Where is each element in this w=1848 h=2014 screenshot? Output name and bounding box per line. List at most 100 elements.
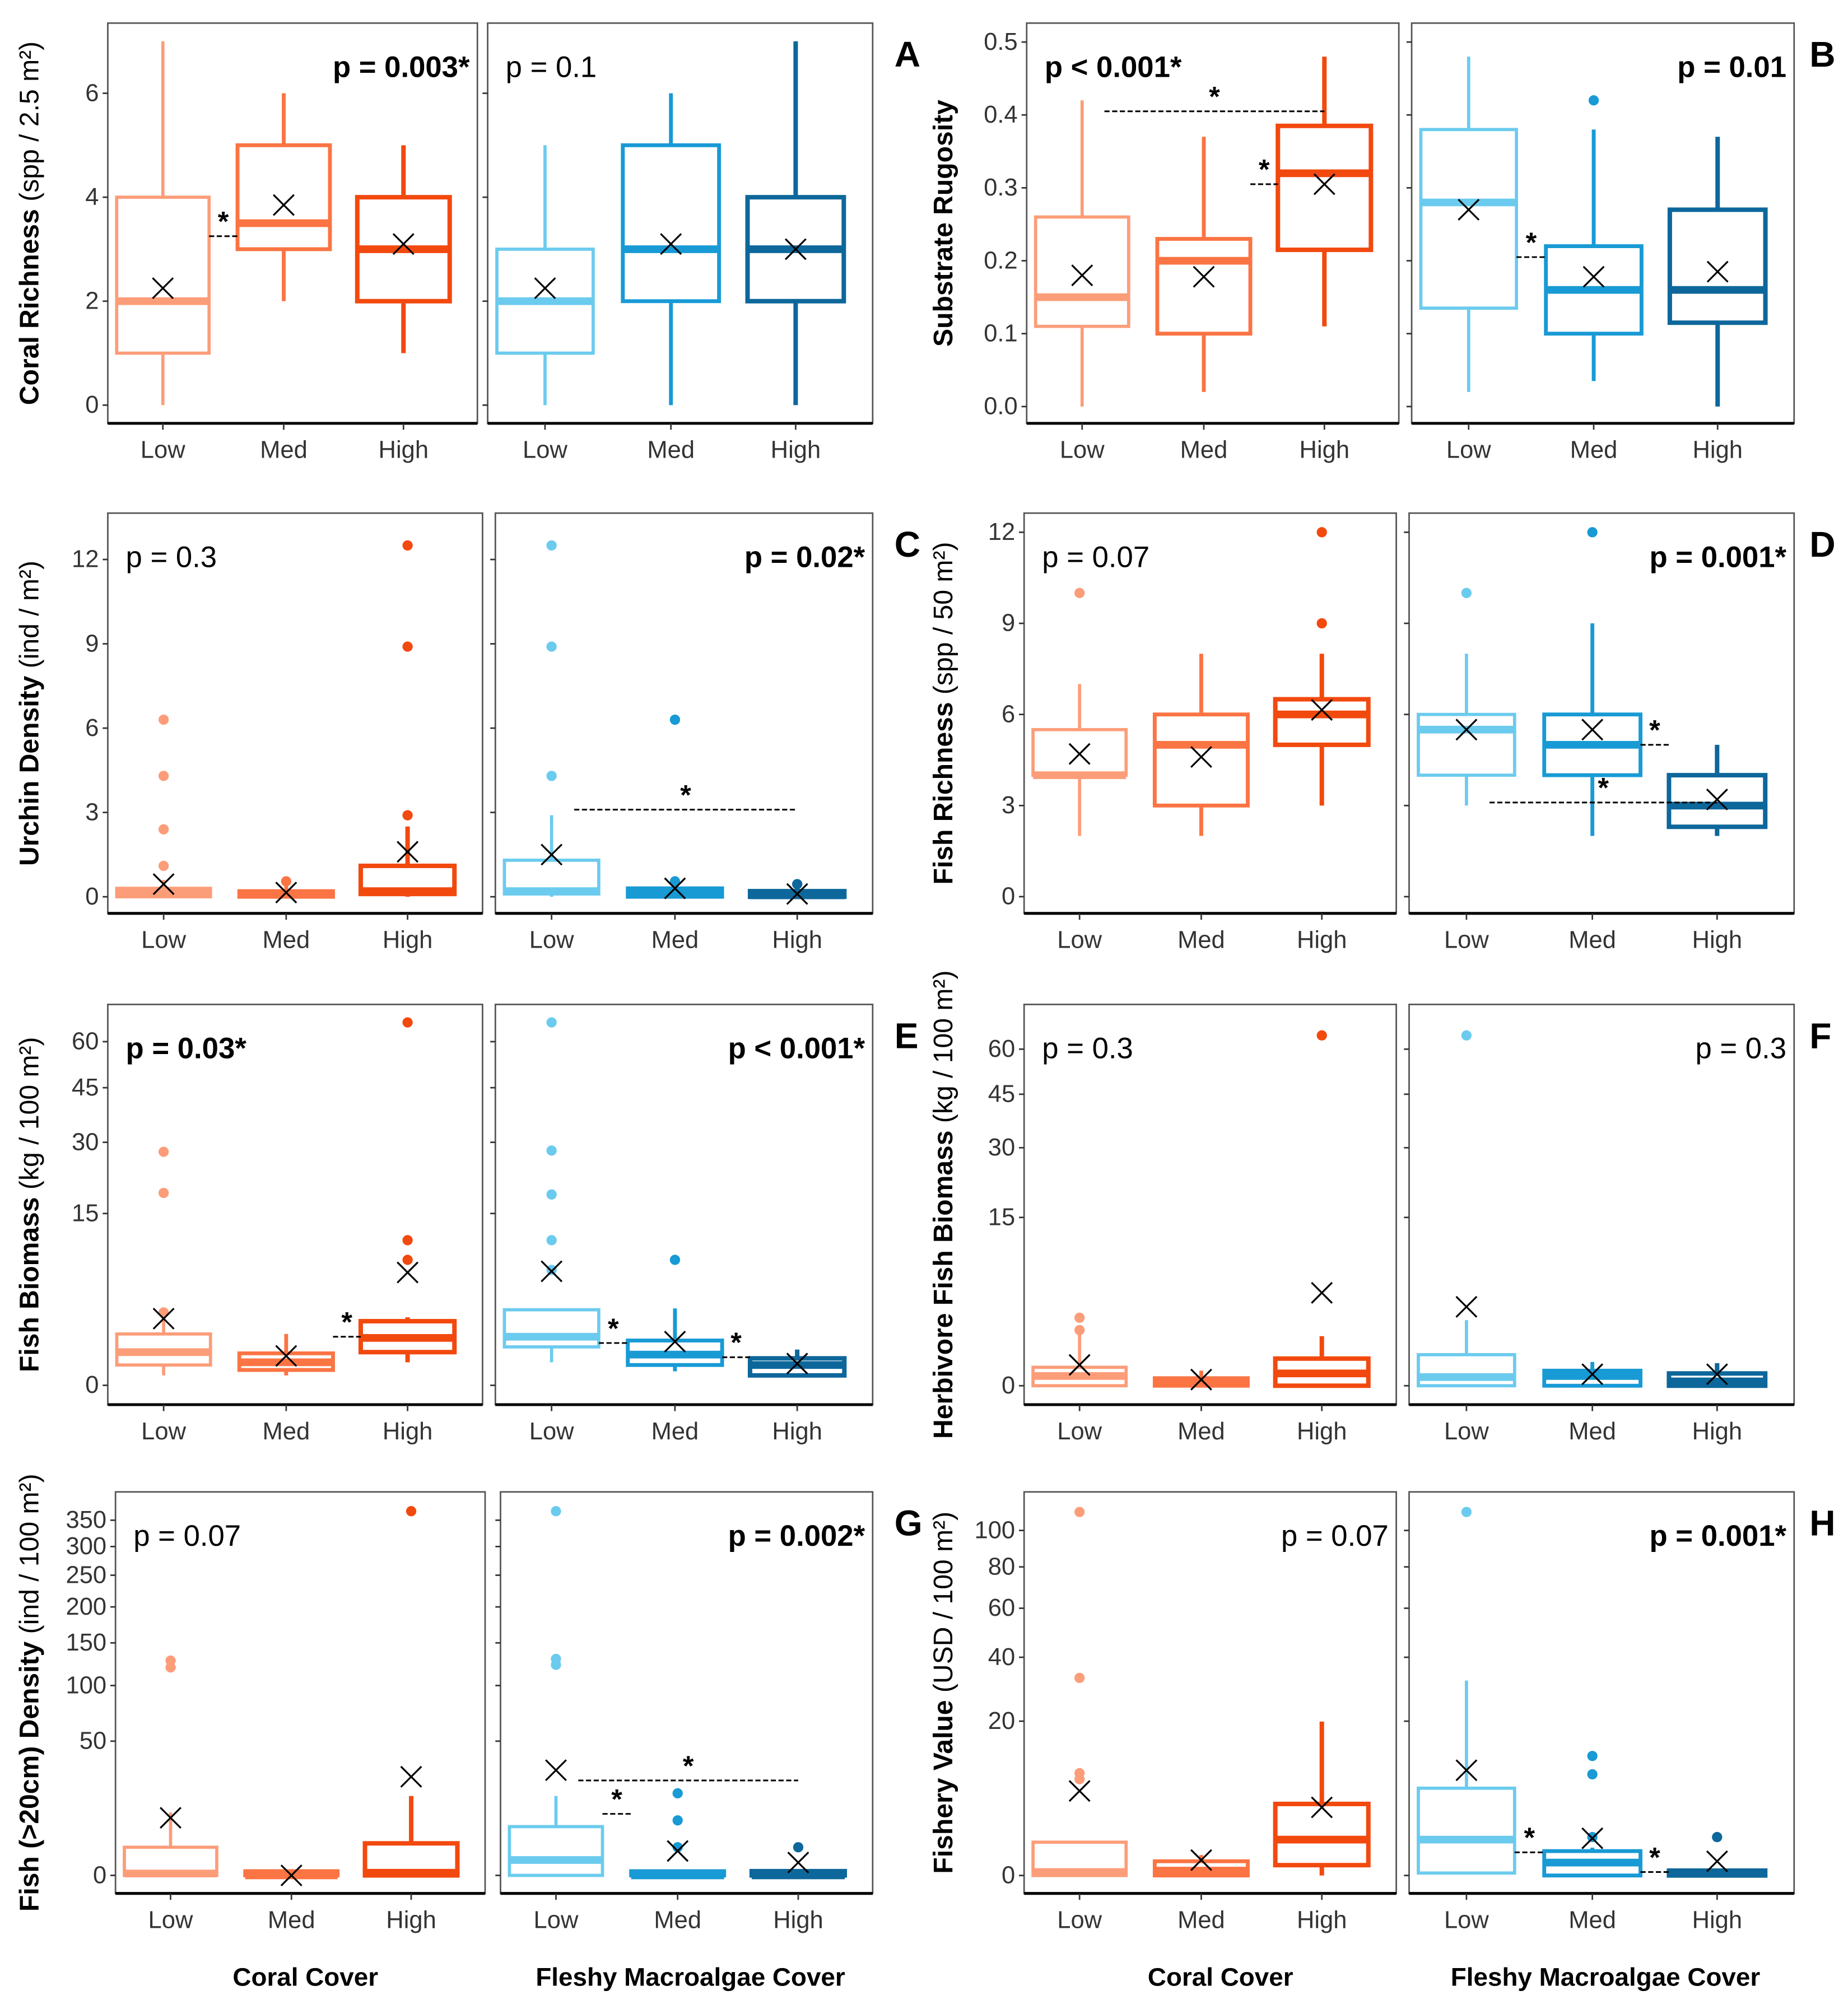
x-tick-label-med: Med <box>651 1418 699 1445</box>
x-tick-label-high: High <box>1692 437 1743 464</box>
x-title-macroalgae-right: Fleshy Macroalgae Cover <box>1451 1963 1761 1992</box>
facet-macroalgae: Low Med High * * p = 0.002* <box>495 1491 874 1934</box>
panel-D: Fish Richness (spp / 50 m²) D 0 3 6 9 12 Low Med… <box>928 512 1836 954</box>
panel-letter: E <box>895 1015 919 1056</box>
significance-star: * <box>611 1783 622 1815</box>
outlier-point <box>672 1815 683 1826</box>
significance-star: * <box>1209 81 1220 113</box>
box-med <box>1152 654 1250 836</box>
facet-coral: 0 3 6 9 12 Low Med High p = 0.07 <box>988 512 1397 954</box>
panel-B: Substrate Rugosity B 0.0 0.1 0.2 0.3 0.4 0.5 Low… <box>928 22 1836 464</box>
y-tick-label: 3 <box>1002 792 1015 819</box>
box-med <box>1152 1849 1250 1878</box>
box-low <box>1034 100 1130 407</box>
facet-macroalgae: Low Med High p = 0.1 <box>482 22 874 464</box>
box-iqr <box>235 143 332 251</box>
box-high <box>358 540 457 897</box>
x-tick-label-high: High <box>771 437 821 464</box>
facet-frame <box>114 1491 486 1895</box>
x-tick-label-low: Low <box>141 1418 186 1445</box>
outlier-point <box>1461 1507 1472 1517</box>
y-tick-label: 0 <box>85 883 99 910</box>
p-value-label: p = 0.01 <box>1677 50 1786 83</box>
outlier-point <box>158 771 169 781</box>
facet-coral: 0 20 40 60 80 100 Low Med High p = 0.07 <box>975 1491 1397 1934</box>
box-high <box>747 879 847 905</box>
outlier-point <box>402 810 413 820</box>
significance-star: * <box>1649 714 1660 746</box>
y-axis-label-name: Herbivore Fish Biomass <box>928 1130 958 1439</box>
facet-frame <box>1408 1004 1795 1406</box>
outlier-point <box>1461 588 1472 598</box>
facet-coral: 0.0 0.1 0.2 0.3 0.4 0.5 Low Med High * * p < 0.001* <box>984 22 1400 464</box>
box-iqr <box>1667 207 1768 325</box>
y-axis-label-name: Urchin Density <box>15 675 45 866</box>
y-tick-label: 20 <box>988 1708 1015 1735</box>
outlier-point <box>402 641 413 652</box>
box-med <box>1544 95 1644 381</box>
x-tick-label-med: Med <box>1568 927 1616 954</box>
y-axis-label: Substrate Rugosity <box>928 100 958 347</box>
box-low <box>502 540 601 897</box>
facet-frame <box>107 512 483 915</box>
x-tick-label-low: Low <box>523 437 567 464</box>
p-value-label: p = 0.03* <box>126 1032 247 1065</box>
y-tick-label: 0.0 <box>984 393 1018 420</box>
y-tick-label: 9 <box>85 630 99 657</box>
mean-marker <box>152 277 174 300</box>
panel-letter: A <box>895 34 920 74</box>
outlier-point <box>1461 1030 1472 1041</box>
box-high <box>362 1506 460 1878</box>
panel-letter: G <box>895 1503 923 1544</box>
panel-letter: D <box>1809 524 1835 565</box>
facet-frame <box>494 512 874 915</box>
x-tick-label-low: Low <box>534 1907 579 1934</box>
box-iqr <box>115 195 211 355</box>
significance-star: * <box>1598 772 1609 804</box>
mean-marker <box>1455 1295 1478 1318</box>
x-tick-label-med: Med <box>263 927 310 954</box>
y-tick-label: 60 <box>988 1595 1015 1621</box>
x-tick-label-low: Low <box>1444 1907 1489 1934</box>
p-value-label: p < 0.001* <box>1045 50 1182 83</box>
outlier-point <box>551 1506 561 1517</box>
x-tick-label-high: High <box>1692 1907 1743 1934</box>
mean-marker <box>1311 1796 1333 1819</box>
x-tick-label-low: Low <box>529 1418 574 1445</box>
outlier-point <box>158 860 169 871</box>
y-tick-label: 0 <box>1002 883 1015 910</box>
outlier-point <box>1587 1751 1598 1761</box>
panel-A: Coral Richness (spp / 2.5 m²) A 0 2 4 6 Low Med… <box>15 22 920 464</box>
mean-marker <box>1311 1281 1333 1304</box>
outlier-point <box>1712 1831 1723 1843</box>
box-med <box>235 93 332 301</box>
mean-marker <box>786 1353 808 1375</box>
box-high <box>1273 1030 1371 1388</box>
box-iqr <box>1419 128 1518 310</box>
x-tick-label-med: Med <box>1568 1907 1616 1934</box>
box-iqr <box>1417 1353 1516 1388</box>
panel-G: Fish (>20cm) Density (ind / 100 m²) G 0 50 1… <box>15 1474 923 1933</box>
y-axis-label-unit: (kg / 100 m²) <box>928 970 958 1130</box>
mean-marker <box>1706 1363 1728 1386</box>
y-tick-label: 100 <box>66 1672 107 1699</box>
box-med <box>243 1864 340 1886</box>
box-iqr <box>1273 1801 1371 1868</box>
facet-macroalgae: Low Med High * * p = 0.001* <box>1404 1491 1795 1934</box>
p-value-label: p = 0.3 <box>1042 1032 1133 1065</box>
y-axis-label-unit: (ind / 100 m²) <box>15 1474 45 1641</box>
significance-star: * <box>680 778 691 810</box>
mean-marker <box>786 883 808 905</box>
mean-marker <box>280 1864 302 1886</box>
outlier-point <box>546 771 557 781</box>
box-med <box>1542 1751 1642 1878</box>
box-low <box>115 1146 212 1376</box>
mean-marker <box>1313 173 1335 195</box>
significance-star: * <box>341 1306 352 1338</box>
y-axis-label: Fish (>20cm) Density (ind / 100 m²) <box>15 1474 45 1912</box>
mean-marker <box>1190 746 1212 768</box>
outlier-point <box>546 1189 557 1200</box>
box-low <box>495 145 595 405</box>
